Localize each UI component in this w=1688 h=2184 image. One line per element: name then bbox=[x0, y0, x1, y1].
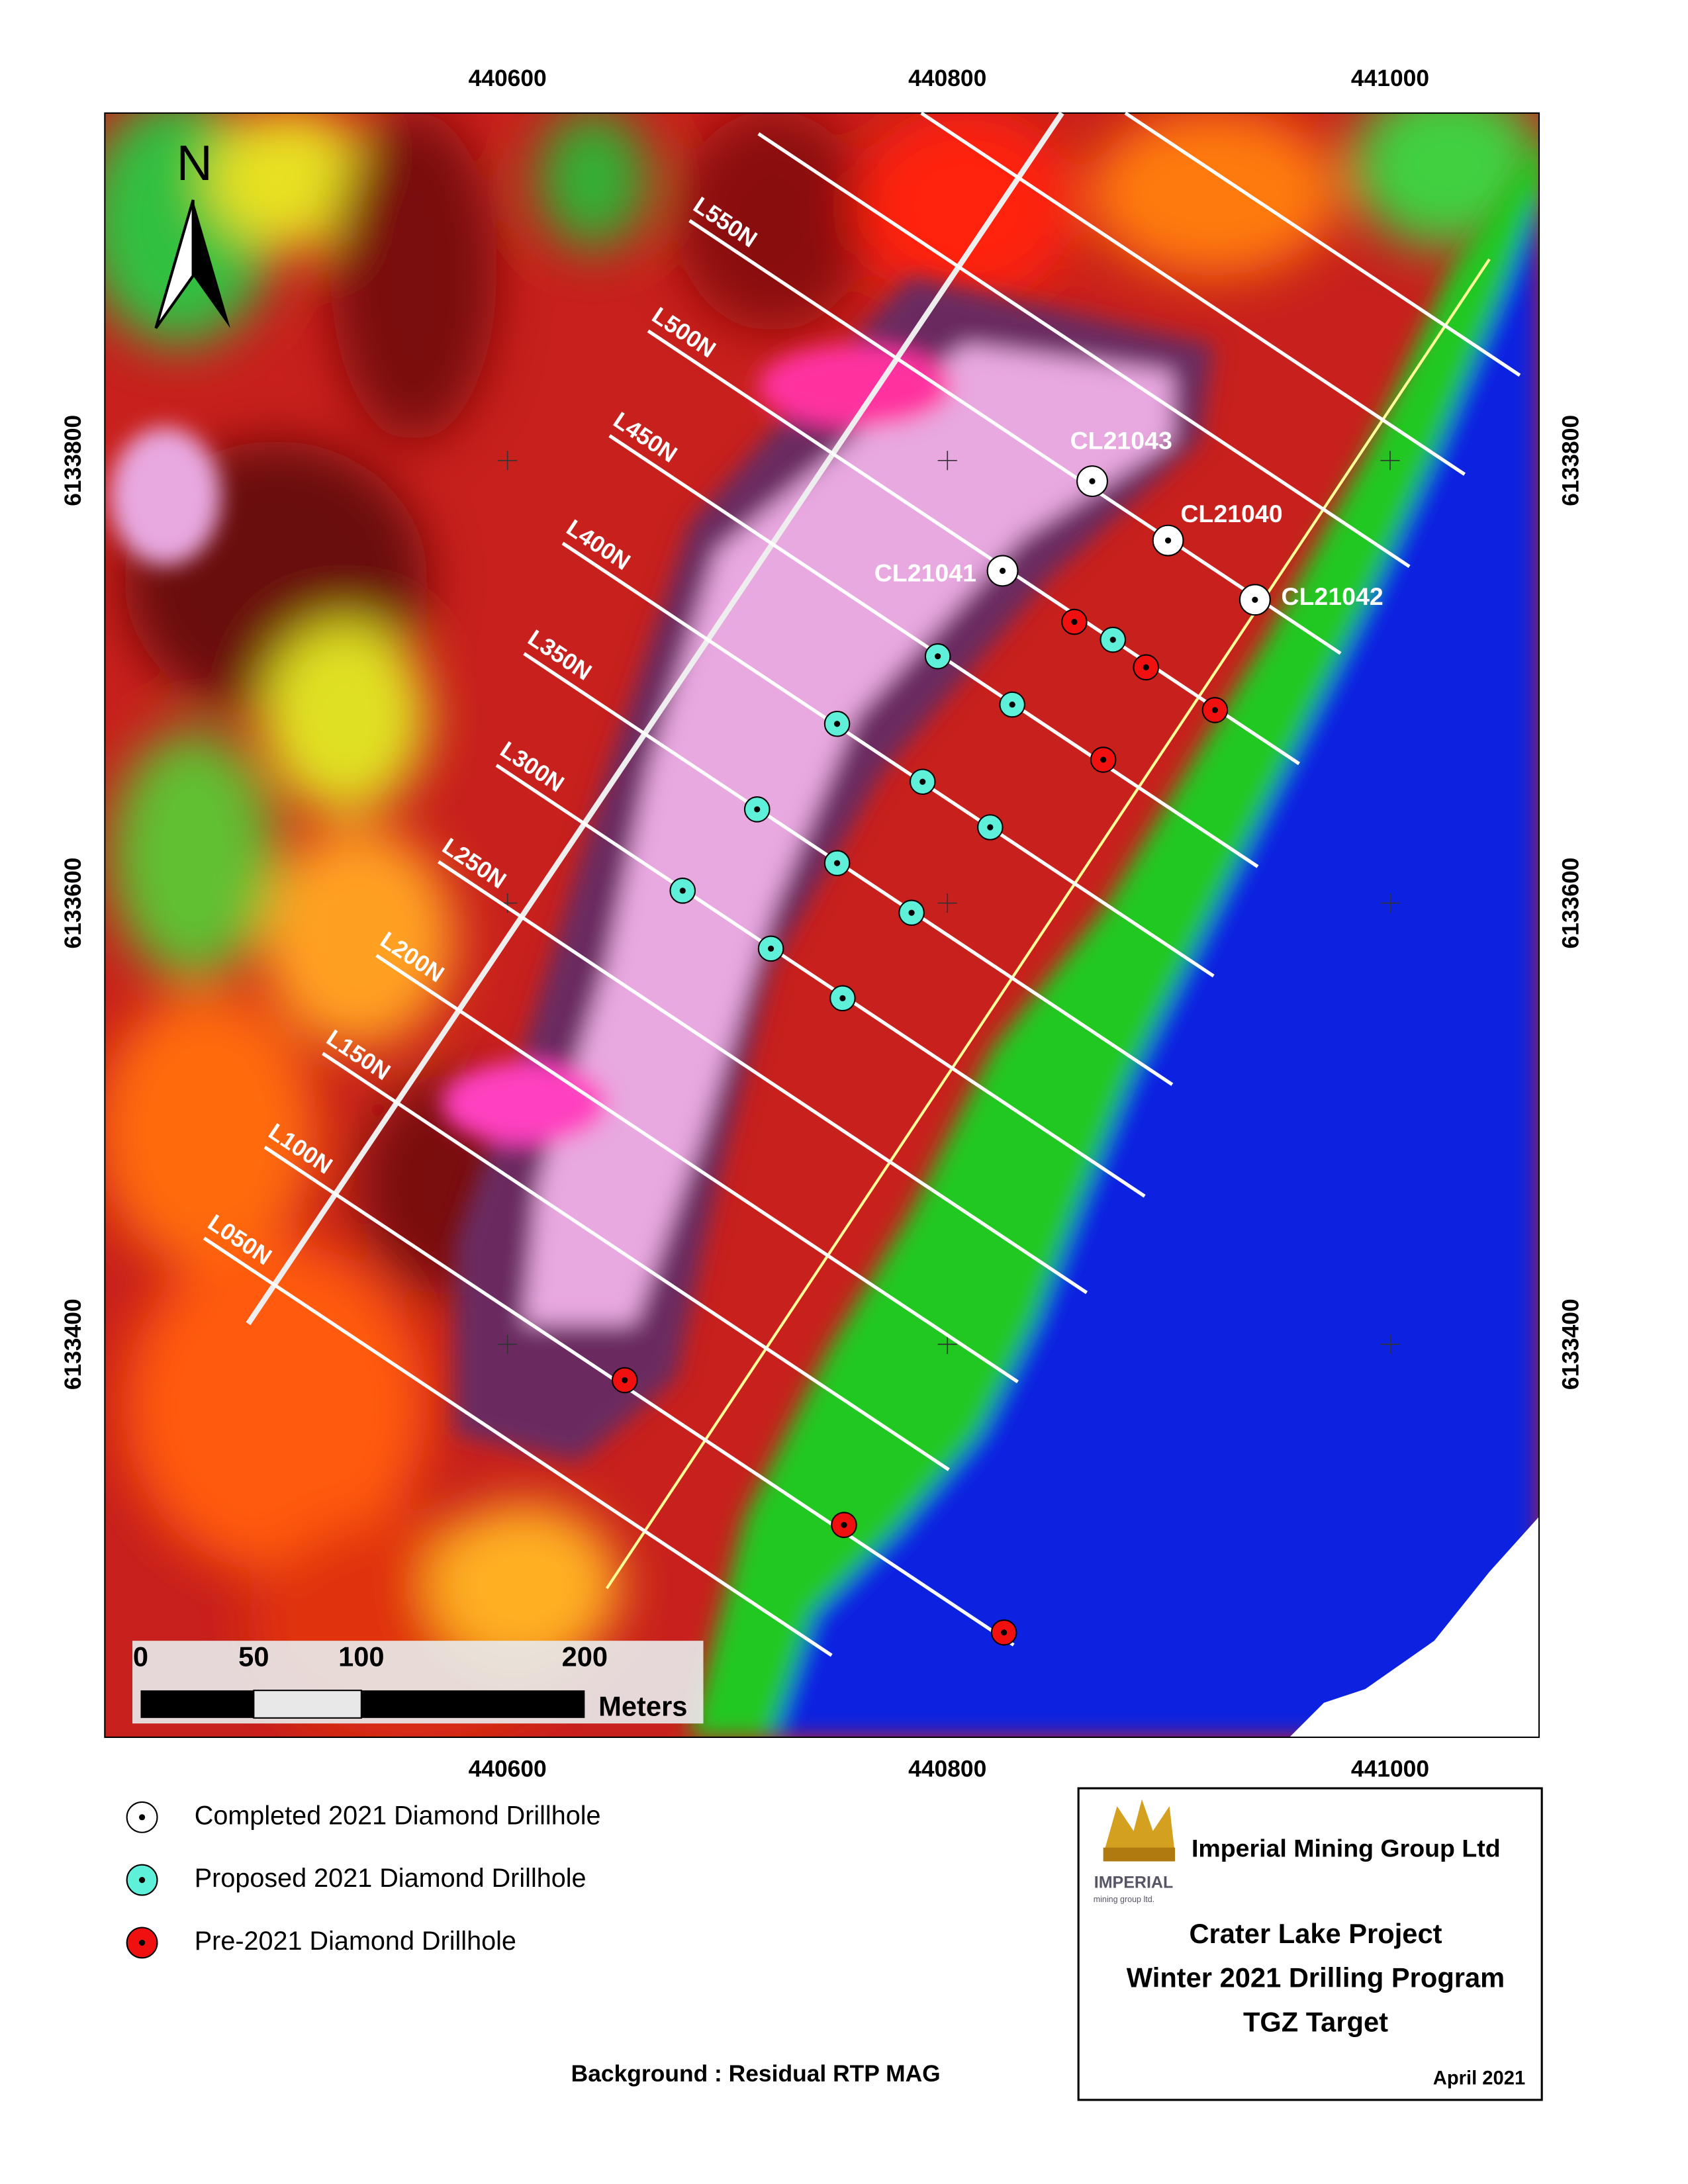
baseline bbox=[605, 258, 1491, 1590]
pre-2021-drillhole-dot bbox=[1071, 619, 1078, 625]
survey-line bbox=[757, 132, 1411, 569]
baseline bbox=[246, 111, 1064, 1326]
map-frame bbox=[104, 112, 1540, 1739]
completed-drillhole-dot bbox=[1252, 596, 1258, 603]
mag-background bbox=[105, 113, 1539, 1737]
survey-line bbox=[495, 764, 1146, 1198]
pre-2021-drillhole-dot bbox=[1100, 756, 1107, 763]
proposed-drillhole-dot bbox=[1009, 702, 1015, 708]
legend-label: Proposed 2021 Diamond Drillhole bbox=[195, 1864, 586, 1893]
northing-label: 6133400 bbox=[60, 1298, 86, 1390]
survey-line bbox=[561, 541, 1215, 978]
logo bbox=[1103, 1799, 1175, 1862]
pre-2021-drillhole-dot bbox=[1211, 707, 1218, 713]
drillhole-label: CL21042 bbox=[1281, 582, 1383, 610]
pre-2021-drillhole-dot bbox=[841, 1522, 847, 1528]
proposed-drillhole-dot bbox=[679, 887, 686, 894]
north-arrow: N bbox=[154, 135, 230, 330]
survey-line bbox=[263, 1146, 1015, 1647]
proposed-drillhole-dot bbox=[1109, 637, 1116, 643]
easting-label: 440800 bbox=[908, 1755, 986, 1782]
easting-label: 441000 bbox=[1351, 1755, 1429, 1782]
northing-label: 6133600 bbox=[1557, 858, 1583, 949]
legend-label: Pre-2021 Diamond Drillhole bbox=[195, 1927, 516, 1956]
survey-line bbox=[688, 219, 1342, 655]
proposed-drillhole-dot bbox=[935, 653, 941, 660]
completed-drillhole-dot bbox=[1165, 537, 1172, 544]
background-note: Background : Residual RTP MAG bbox=[571, 2060, 941, 2087]
easting-label: 441000 bbox=[1351, 65, 1429, 91]
proposed-drillhole-dot bbox=[839, 995, 846, 1001]
drillhole-label: CL21041 bbox=[874, 559, 976, 587]
survey-line bbox=[322, 1052, 950, 1471]
legend-label: Completed 2021 Diamond Drillhole bbox=[195, 1801, 601, 1830]
pre-2021-drillhole-dot bbox=[622, 1377, 628, 1383]
scale-bar-label: 200 bbox=[562, 1641, 608, 1672]
scale-bar-seg bbox=[361, 1690, 585, 1718]
survey-line bbox=[203, 1236, 833, 1657]
scale-bar-unit: Meters bbox=[598, 1690, 687, 1721]
proposed-drillhole-dot bbox=[987, 824, 994, 831]
northing-label: 6133600 bbox=[60, 858, 86, 949]
proposed-drillhole-dot bbox=[919, 778, 926, 785]
title-line: Crater Lake Project bbox=[1189, 1918, 1442, 1949]
title-line: Winter 2021 Drilling Program bbox=[1127, 1962, 1505, 1993]
legend-symbol-dot bbox=[139, 1877, 146, 1884]
northing-label: 6133800 bbox=[60, 415, 86, 506]
scale-bar-label: 0 bbox=[133, 1641, 148, 1672]
survey-line bbox=[438, 860, 1088, 1295]
north-label: N bbox=[177, 135, 212, 191]
legend-symbol-dot bbox=[139, 1939, 146, 1946]
title-line: TGZ Target bbox=[1243, 2006, 1388, 2037]
easting-label: 440600 bbox=[469, 1755, 547, 1782]
survey-line bbox=[375, 954, 1019, 1384]
pre-2021-drillhole-dot bbox=[1143, 664, 1149, 670]
proposed-drillhole-dot bbox=[768, 945, 774, 952]
survey-line bbox=[647, 329, 1300, 766]
scale-bar-label: 100 bbox=[338, 1641, 385, 1672]
scale-bar-label: 50 bbox=[238, 1641, 269, 1672]
legend-symbol-dot bbox=[139, 1814, 146, 1821]
proposed-drillhole-dot bbox=[834, 860, 841, 866]
date: April 2021 bbox=[1433, 2068, 1525, 2089]
survey-line bbox=[920, 111, 1466, 476]
northing-label: 6133400 bbox=[1557, 1298, 1583, 1390]
drillhole-label: CL21040 bbox=[1180, 500, 1282, 527]
survey-line bbox=[1124, 111, 1521, 377]
scale-bar-seg bbox=[253, 1690, 362, 1719]
completed-drillhole-dot bbox=[1089, 478, 1096, 484]
logo-subtext: mining group ltd. bbox=[1094, 1895, 1154, 1904]
company-name: Imperial Mining Group Ltd bbox=[1192, 1835, 1501, 1862]
scale-bar-seg bbox=[140, 1690, 254, 1718]
pre-2021-drillhole-dot bbox=[1001, 1629, 1008, 1636]
proposed-drillhole-dot bbox=[754, 806, 761, 813]
easting-label: 440800 bbox=[908, 65, 986, 91]
completed-drillhole-dot bbox=[1000, 567, 1006, 574]
proposed-drillhole-dot bbox=[834, 721, 841, 727]
logo-text: IMPERIAL bbox=[1094, 1873, 1173, 1891]
proposed-drillhole-dot bbox=[908, 909, 915, 916]
drillhole-label: CL21043 bbox=[1070, 427, 1172, 455]
easting-label: 440600 bbox=[469, 65, 547, 91]
northing-label: 6133800 bbox=[1557, 415, 1583, 506]
